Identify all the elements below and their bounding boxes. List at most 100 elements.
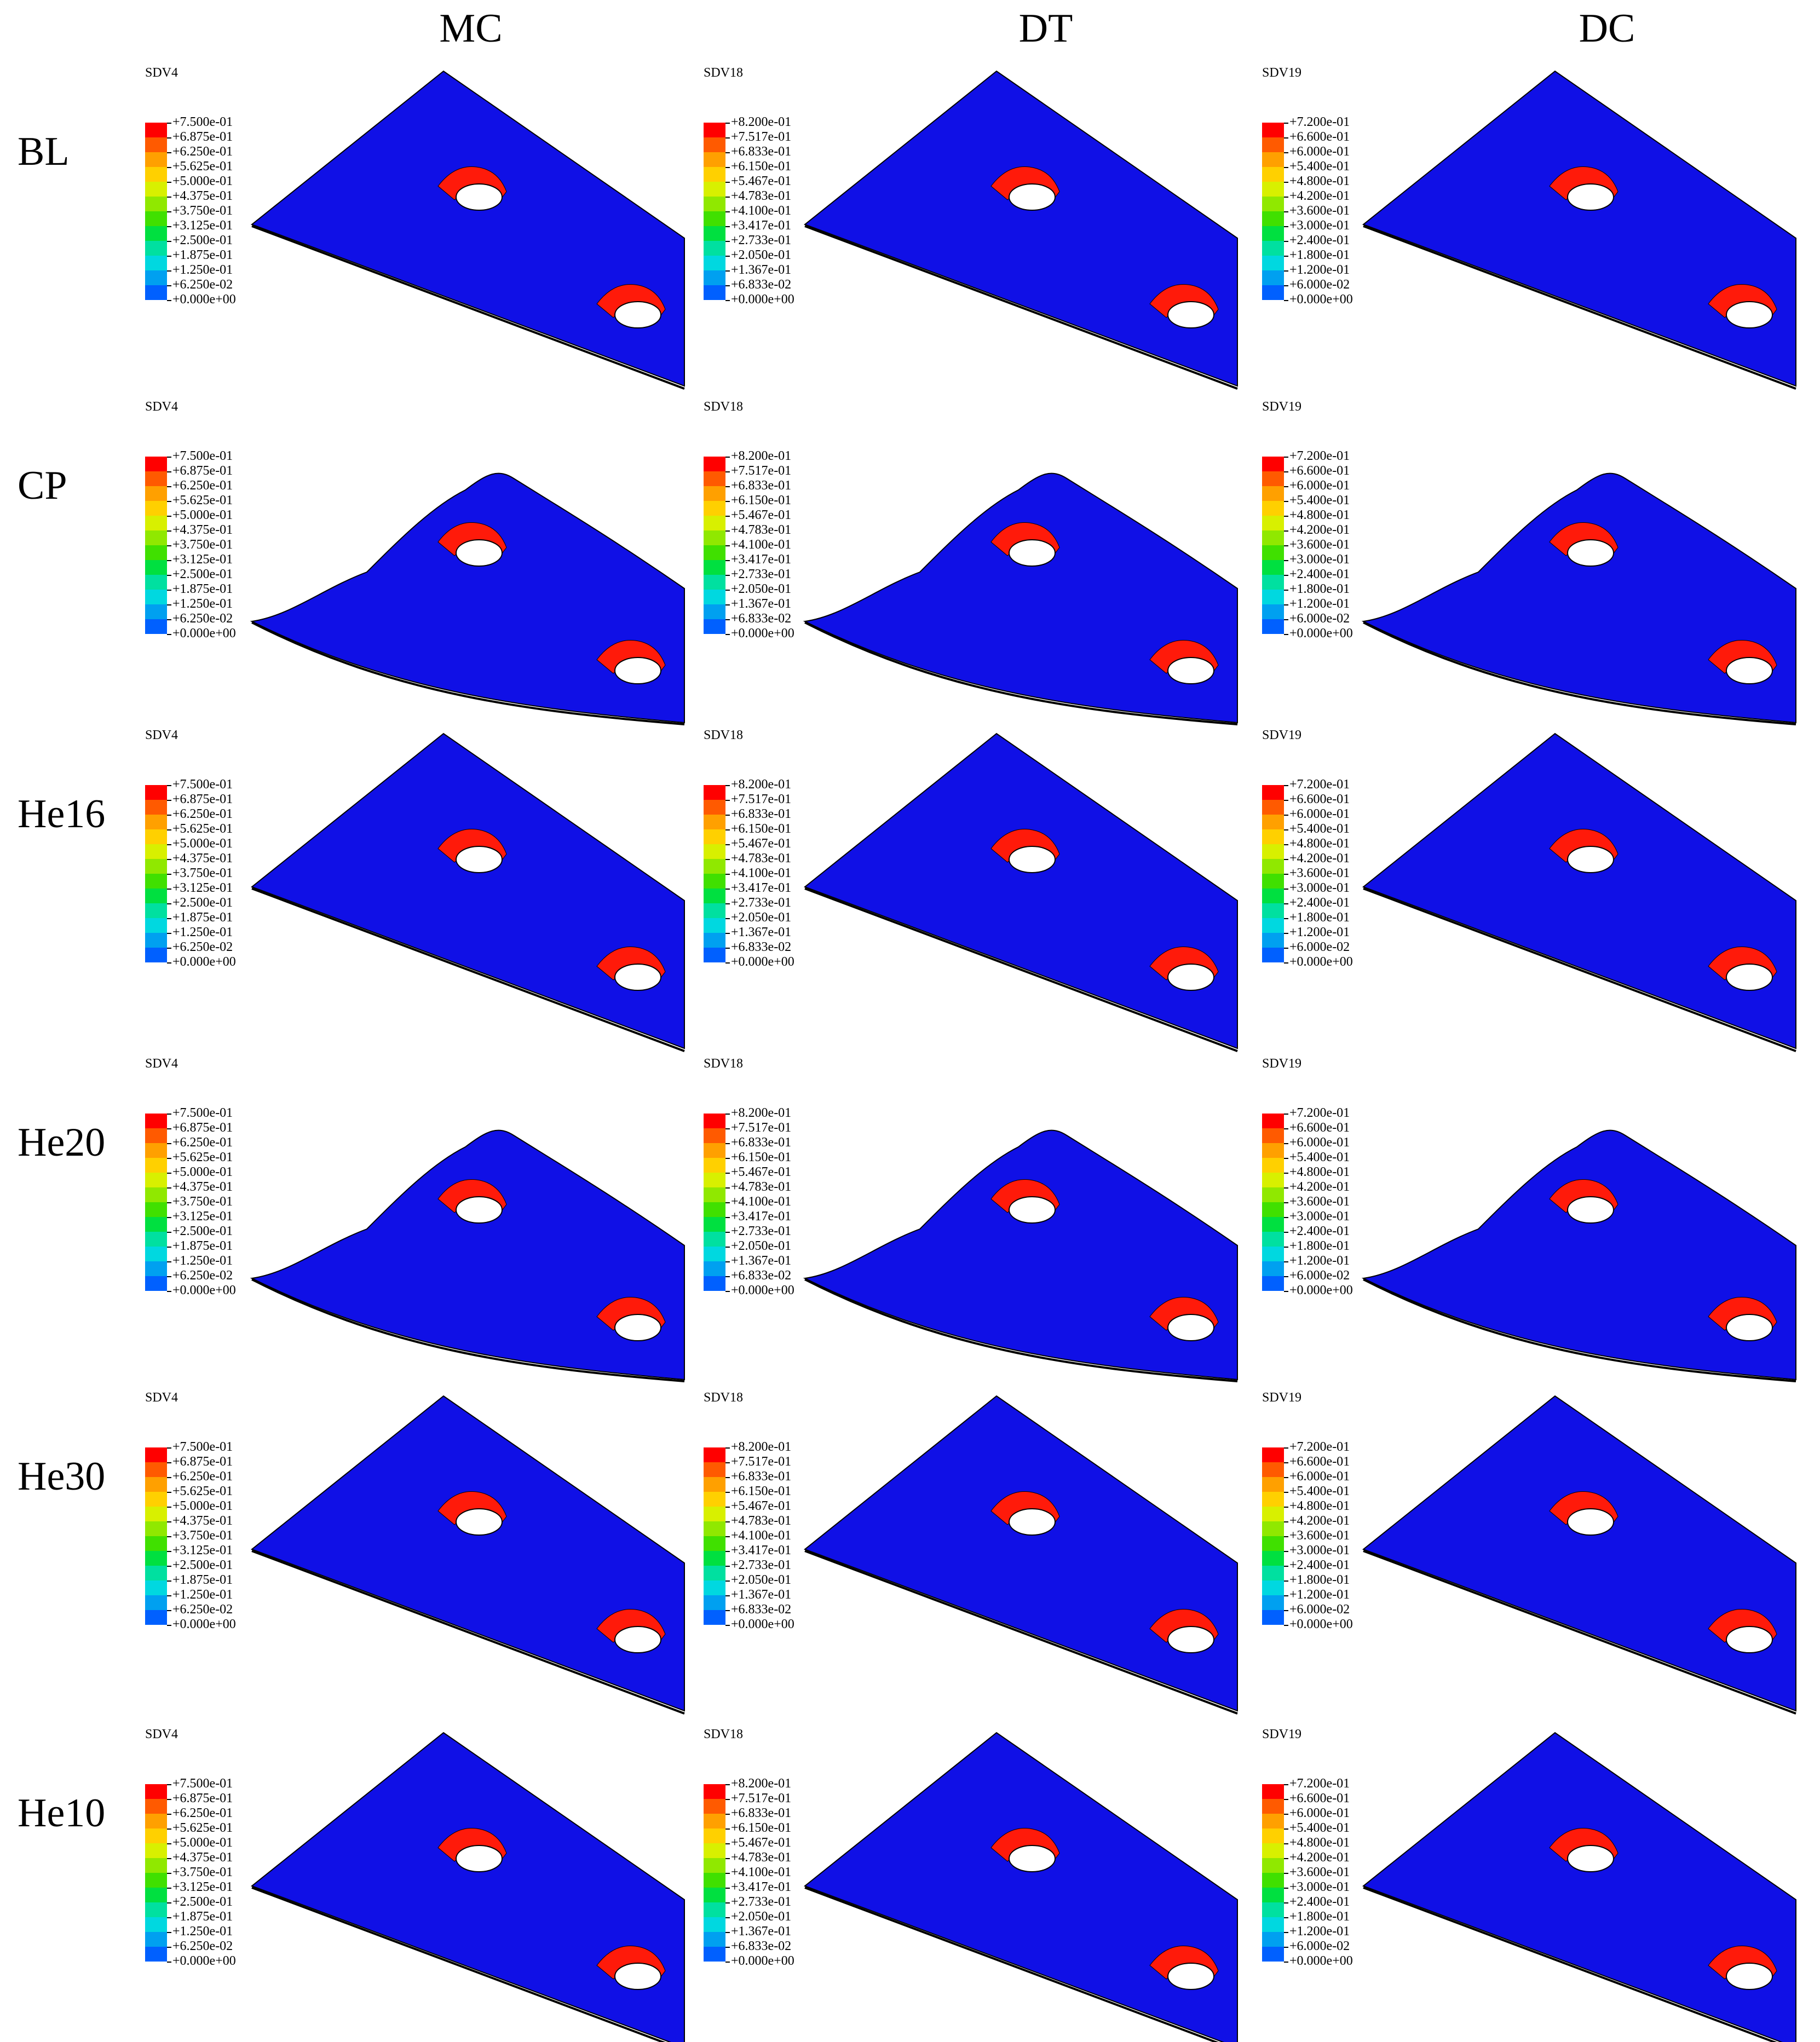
legend-entry: +0.000e+00	[704, 1617, 868, 1634]
legend-entry: +1.800e-01	[1262, 1910, 1426, 1932]
legend-tick	[167, 1784, 171, 1785]
legend-swatch	[704, 1580, 725, 1595]
legend-entry: +0.000e+00	[145, 1283, 309, 1300]
legend-title: SDV4	[145, 728, 178, 742]
legend-entry: +5.625e-01	[145, 1150, 309, 1173]
legend-tick	[725, 590, 730, 591]
legend-value: +6.250e-01	[172, 807, 233, 821]
bolt-hole	[1567, 539, 1614, 567]
legend-entry: +6.150e-01	[704, 493, 868, 516]
legend-swatch	[145, 1888, 167, 1902]
legend-entry: +6.833e-01	[704, 807, 868, 829]
legend-value: +5.625e-01	[172, 822, 233, 836]
legend-tick	[167, 1158, 171, 1159]
legend-value: +2.500e-01	[172, 896, 233, 910]
legend-entry: +8.200e-01	[704, 1776, 868, 1799]
legend-value: +1.367e-01	[731, 1254, 792, 1268]
legend-entry: +8.200e-01	[704, 1106, 868, 1128]
legend-value: +1.875e-01	[172, 582, 233, 596]
legend-swatch	[1262, 874, 1284, 889]
legend-value: +6.833e-02	[731, 1939, 792, 1953]
legend-entry: +4.100e-01	[704, 1865, 868, 1888]
legend-entry: +0.000e+00	[1262, 1954, 1426, 1970]
legend-tick	[1284, 1625, 1288, 1626]
legend-swatch	[704, 1114, 725, 1128]
legend-tick	[167, 1962, 171, 1963]
legend-value: +6.150e-01	[731, 822, 792, 836]
legend-value: +7.200e-01	[1289, 1776, 1350, 1791]
legend-swatch	[145, 800, 167, 815]
legend-value: +6.600e-01	[1289, 792, 1350, 806]
legend-tick	[167, 1128, 171, 1129]
legend-value: +6.250e-02	[172, 612, 233, 626]
legend-tick	[167, 575, 171, 576]
legend-tick	[1284, 1858, 1288, 1859]
legend-tick	[167, 530, 171, 532]
legend-swatch	[1262, 1888, 1284, 1902]
legend-tick	[1284, 889, 1288, 890]
legend-entry: +4.783e-01	[704, 1180, 868, 1202]
plate-surface	[803, 732, 1238, 1049]
legend-swatch	[704, 457, 725, 471]
legend-swatch	[1262, 590, 1284, 604]
legend-tick	[167, 1858, 171, 1859]
legend-tick	[725, 137, 730, 139]
plate-surface	[250, 1732, 685, 2042]
legend-tick	[725, 1114, 730, 1115]
bolt-hole	[614, 1626, 661, 1653]
legend-value: +1.800e-01	[1289, 1239, 1350, 1253]
legend-swatch	[1262, 1276, 1284, 1291]
legend-swatch	[1262, 197, 1284, 211]
legend-entry: +7.517e-01	[704, 130, 868, 152]
legend-swatch	[145, 1799, 167, 1814]
legend-entry: +2.400e-01	[1262, 896, 1426, 918]
legend-entry: +3.600e-01	[1262, 866, 1426, 889]
legend-tick	[1284, 285, 1288, 286]
legend-tick	[725, 1873, 730, 1874]
bolt-hole	[614, 657, 661, 684]
legend-entry: +6.600e-01	[1262, 1121, 1426, 1143]
legend-swatch	[1262, 1799, 1284, 1814]
legend-title: SDV4	[145, 1727, 178, 1741]
legend-swatch	[704, 889, 725, 903]
legend-entry: +6.833e-02	[704, 1602, 868, 1625]
legend-swatch	[704, 1858, 725, 1873]
legend-tick	[1284, 1580, 1288, 1582]
legend-swatch	[145, 889, 167, 903]
legend-value: +8.200e-01	[731, 1106, 792, 1120]
legend-swatch	[1262, 1187, 1284, 1202]
legend-tick	[725, 1217, 730, 1218]
legend-entry: +2.733e-01	[704, 233, 868, 256]
legend-entry: +2.050e-01	[704, 582, 868, 604]
legend-entry: +2.400e-01	[1262, 1895, 1426, 1917]
legend-swatch	[145, 1492, 167, 1507]
legend-tick	[167, 501, 171, 502]
legend-tick	[725, 1158, 730, 1159]
legend-value: +0.000e+00	[1289, 626, 1353, 641]
legend-entry: +4.375e-01	[145, 1514, 309, 1536]
legend-entry: +5.400e-01	[1262, 493, 1426, 516]
legend-entry: +0.000e+00	[1262, 1283, 1426, 1300]
column-header-dt: DT	[1018, 6, 1073, 51]
legend-tick	[1284, 197, 1288, 198]
legend-value: +3.750e-01	[172, 204, 233, 218]
legend-tick	[167, 545, 171, 546]
legend-tick	[167, 800, 171, 801]
legend-entry: +5.400e-01	[1262, 1484, 1426, 1507]
bolt-hole	[614, 964, 661, 991]
legend-entry: +6.000e-02	[1262, 1939, 1426, 1962]
legend-swatch	[704, 1462, 725, 1477]
legend-swatch	[1262, 785, 1284, 800]
legend-swatch	[145, 1276, 167, 1291]
legend-value: +6.600e-01	[1289, 130, 1350, 144]
legend-swatch	[704, 560, 725, 575]
legend-entry: +7.500e-01	[145, 449, 309, 471]
legend-tick	[167, 933, 171, 934]
bolt-hole	[1167, 1626, 1214, 1653]
legend-entry: +7.500e-01	[145, 1106, 309, 1128]
legend-entry: +1.800e-01	[1262, 910, 1426, 933]
legend-tick	[1284, 785, 1288, 786]
legend-swatch	[145, 785, 167, 800]
plate-edge	[251, 621, 685, 725]
legend-swatch	[704, 123, 725, 137]
